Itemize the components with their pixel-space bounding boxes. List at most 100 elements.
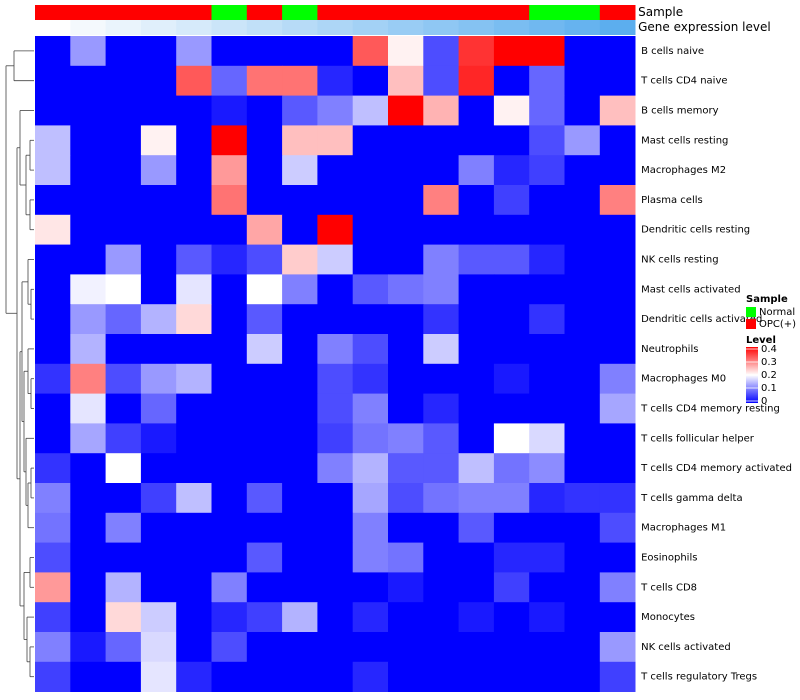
heatmap-cell (388, 244, 424, 275)
heatmap-cell (140, 661, 177, 692)
heatmap-cell (35, 36, 71, 67)
heatmap-cell (35, 334, 71, 365)
annotation-cell (70, 20, 106, 35)
heatmap-cell (529, 363, 565, 394)
heatmap-cell (352, 483, 389, 514)
heatmap-cell (105, 125, 142, 156)
heatmap-cell (317, 393, 354, 424)
legend-level-title: Level (746, 335, 776, 346)
heatmap-cell (564, 125, 601, 156)
row-label: Plasma cells (641, 195, 703, 206)
heatmap-cell (70, 65, 106, 96)
heatmap-cell (211, 36, 248, 67)
legend-swatch (746, 307, 756, 317)
heatmap-cell (246, 155, 283, 186)
heatmap-cell (564, 363, 601, 394)
heatmap-cell (70, 36, 106, 67)
heatmap-cell (246, 363, 283, 394)
heatmap-cell (388, 65, 424, 96)
row-label: Neutrophils (641, 344, 698, 355)
heatmap-cell (317, 214, 354, 245)
heatmap-cell (176, 65, 212, 96)
heatmap-cell (529, 661, 565, 692)
heatmap-cell (352, 304, 389, 335)
heatmap-cell (458, 542, 495, 573)
heatmap-cell (352, 334, 389, 365)
heatmap-cell (70, 304, 106, 335)
heatmap-cell (70, 185, 106, 216)
heatmap-cell (599, 363, 636, 394)
heatmap-cell (211, 632, 248, 663)
legend-sample-label: OPC(+) (759, 319, 796, 330)
heatmap-cell (317, 155, 354, 186)
heatmap-cell (140, 453, 177, 484)
heatmap-cell (352, 602, 389, 633)
heatmap-cell (282, 423, 318, 454)
heatmap-cell (564, 512, 601, 543)
heatmap-cell (176, 632, 212, 663)
heatmap-cell (105, 453, 142, 484)
heatmap-cell (564, 542, 601, 573)
annotation-cell (493, 20, 530, 35)
heatmap-cell (599, 95, 636, 126)
heatmap-cell (493, 65, 530, 96)
heatmap-cell (176, 36, 212, 67)
heatmap-cell (493, 542, 530, 573)
heatmap-cell (140, 155, 177, 186)
heatmap-cell (70, 95, 106, 126)
annotation-cell (282, 20, 318, 35)
heatmap-cell (529, 483, 565, 514)
heatmap-cell (176, 483, 212, 514)
annotation-cell (317, 5, 354, 20)
row-label: T cells CD8 (640, 582, 697, 593)
heatmap-cell (176, 244, 212, 275)
heatmap-cell (70, 632, 106, 663)
heatmap-cell (70, 214, 106, 245)
heatmap-cell (599, 483, 636, 514)
heatmap-cell (388, 185, 424, 216)
heatmap-cell (493, 334, 530, 365)
legend-tick-label: 0.4 (761, 344, 777, 355)
heatmap-cell (246, 393, 283, 424)
heatmap-cell (564, 423, 601, 454)
annotation-track-label: Sample (638, 5, 683, 19)
heatmap-cell (176, 602, 212, 633)
annotation-cell (246, 5, 283, 20)
heatmap-cell (529, 214, 565, 245)
heatmap-cell (140, 334, 177, 365)
heatmap-cell (105, 244, 142, 275)
heatmap-cell (70, 393, 106, 424)
heatmap-cell (282, 125, 318, 156)
row-label: Eosinophils (641, 553, 697, 564)
heatmap-cell (529, 185, 565, 216)
row-label: T cells regulatory Tregs (640, 672, 757, 683)
heatmap-cell (140, 65, 177, 96)
heatmap-cell (35, 214, 71, 245)
heatmap-cell (140, 363, 177, 394)
heatmap-cell (352, 572, 389, 603)
heatmap-cell (493, 95, 530, 126)
annotation-cell (458, 20, 495, 35)
heatmap-cell (70, 602, 106, 633)
heatmap-cell (529, 274, 565, 305)
annotation-cell (246, 20, 283, 35)
annotation-cell (529, 20, 565, 35)
heatmap-cell (105, 542, 142, 573)
heatmap-cell (388, 542, 424, 573)
heatmap-cell (317, 304, 354, 335)
heatmap-cell (352, 363, 389, 394)
heatmap-cell (211, 363, 248, 394)
heatmap-cell (70, 512, 106, 543)
heatmap-cell (599, 393, 636, 424)
heatmap-cell (352, 155, 389, 186)
heatmap-cell (529, 423, 565, 454)
heatmap-cell (423, 95, 459, 126)
heatmap-cell (458, 304, 495, 335)
heatmap-cell (105, 632, 142, 663)
heatmap-cell (246, 334, 283, 365)
heatmap-cell (317, 95, 354, 126)
heatmap-cell (70, 542, 106, 573)
heatmap-cell (176, 572, 212, 603)
row-label: Dendritic cells activated (641, 314, 762, 325)
annotation-cell (140, 5, 177, 20)
